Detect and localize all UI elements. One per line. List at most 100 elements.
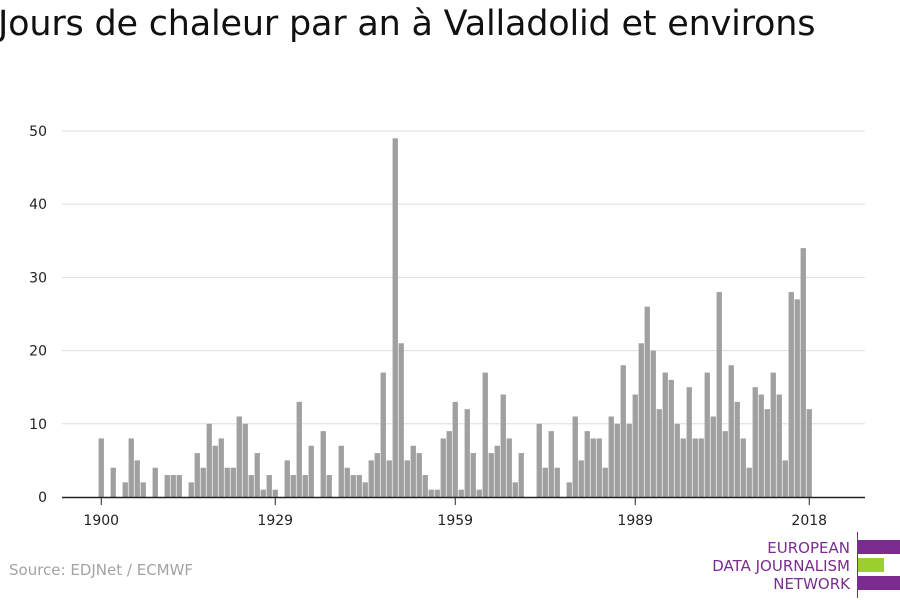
bar-1942 <box>350 475 356 497</box>
bar-1978 <box>566 482 572 497</box>
bar-1912 <box>170 475 176 497</box>
bar-1999 <box>692 438 698 497</box>
bar-1961 <box>464 409 470 497</box>
bar-2016 <box>794 299 800 497</box>
bar-1996 <box>674 423 680 497</box>
bar-1940 <box>338 445 344 497</box>
bar-1932 <box>290 475 296 497</box>
bar-2010 <box>758 394 764 497</box>
bar-1948 <box>386 460 392 497</box>
bar-1969 <box>512 482 518 497</box>
bar-2013 <box>776 394 782 497</box>
bar-1923 <box>236 416 242 497</box>
bar-1958 <box>446 431 452 497</box>
bar-1960 <box>458 489 464 497</box>
bar-1994 <box>662 372 668 497</box>
bar-2018 <box>806 409 812 497</box>
logo-divider <box>857 532 858 598</box>
bar-2014 <box>782 460 788 497</box>
bar-1905 <box>128 438 134 497</box>
y-axis-labels: 0 10 20 30 40 50 <box>29 124 47 506</box>
bar-1985 <box>608 416 614 497</box>
bar-1913 <box>176 475 182 497</box>
bar-1949 <box>392 138 398 497</box>
bar-1926 <box>254 453 260 497</box>
bar-1974 <box>542 467 548 497</box>
y-tick-label: 10 <box>29 417 47 433</box>
bar-2004 <box>722 431 728 497</box>
bar-1909 <box>152 467 158 497</box>
bar-1925 <box>248 475 254 497</box>
bar-1984 <box>602 467 608 497</box>
bar-2002 <box>710 416 716 497</box>
bar-1907 <box>140 482 146 497</box>
bar-1968 <box>506 438 512 497</box>
bar-1945 <box>368 460 374 497</box>
x-axis-ticks: 1900 1929 1959 1989 2018 <box>83 497 827 529</box>
bar-1967 <box>500 394 506 497</box>
bar-1934 <box>302 475 308 497</box>
bar-1970 <box>518 453 524 497</box>
bar-1963 <box>476 489 482 497</box>
bar-1991 <box>644 306 650 497</box>
bar-1950 <box>398 343 404 497</box>
bar-1988 <box>626 423 632 497</box>
bar-1993 <box>656 409 662 497</box>
x-tick-label: 1989 <box>617 513 653 529</box>
bar-2008 <box>746 467 752 497</box>
y-tick-label: 40 <box>29 197 47 213</box>
bar-1981 <box>584 431 590 497</box>
x-tick-label: 1959 <box>437 513 473 529</box>
bar-1937 <box>320 431 326 497</box>
bar-1987 <box>620 365 626 497</box>
y-tick-label: 50 <box>29 124 47 140</box>
bar-2012 <box>770 372 776 497</box>
source-note: Source: EDJNet / ECMWF <box>9 561 194 579</box>
logo-purple-bar-top <box>858 540 900 554</box>
bar-2005 <box>728 365 734 497</box>
bar-1947 <box>380 372 386 497</box>
bar-1954 <box>422 475 428 497</box>
bar-1927 <box>260 489 266 497</box>
bar-1917 <box>200 467 206 497</box>
bar-1915 <box>188 482 194 497</box>
bar-1916 <box>194 453 200 497</box>
logo-line-network: NETWORK <box>773 575 850 593</box>
bar-1920 <box>218 438 224 497</box>
bar-1965 <box>488 453 494 497</box>
gridlines <box>62 130 865 425</box>
bar-1976 <box>554 467 560 497</box>
bar-1975 <box>548 431 554 497</box>
bar-1941 <box>344 467 350 497</box>
logo-line-data-journalism: DATA JOURNALISM <box>712 557 850 575</box>
bar-1900 <box>98 438 104 497</box>
bar-1998 <box>686 387 692 497</box>
bar-1982 <box>590 438 596 497</box>
bar-1929 <box>272 489 278 497</box>
logo-green-bar <box>858 558 884 572</box>
bar-1952 <box>410 445 416 497</box>
y-tick-label: 0 <box>38 490 47 506</box>
bar-1933 <box>296 401 302 497</box>
bar-1962 <box>470 453 476 497</box>
logo-line-european: EUROPEAN <box>767 539 850 557</box>
bar-1986 <box>614 423 620 497</box>
bar-2017 <box>800 248 806 497</box>
bar-1928 <box>266 475 272 497</box>
logo-purple-bar-bottom <box>858 576 900 590</box>
bar-1973 <box>536 423 542 497</box>
bar-1956 <box>434 489 440 497</box>
chart-title: Jours de chaleur par an à Valladolid et … <box>0 4 816 44</box>
bar-1951 <box>404 460 410 497</box>
bar-1997 <box>680 438 686 497</box>
bar-1989 <box>632 394 638 497</box>
bar-1931 <box>284 460 290 497</box>
bar-1992 <box>650 350 656 497</box>
bar-2007 <box>740 438 746 497</box>
bar-2009 <box>752 387 758 497</box>
y-tick-label: 30 <box>29 270 47 286</box>
bar-2001 <box>704 372 710 497</box>
bar-1906 <box>134 460 140 497</box>
bar-1946 <box>374 453 380 497</box>
